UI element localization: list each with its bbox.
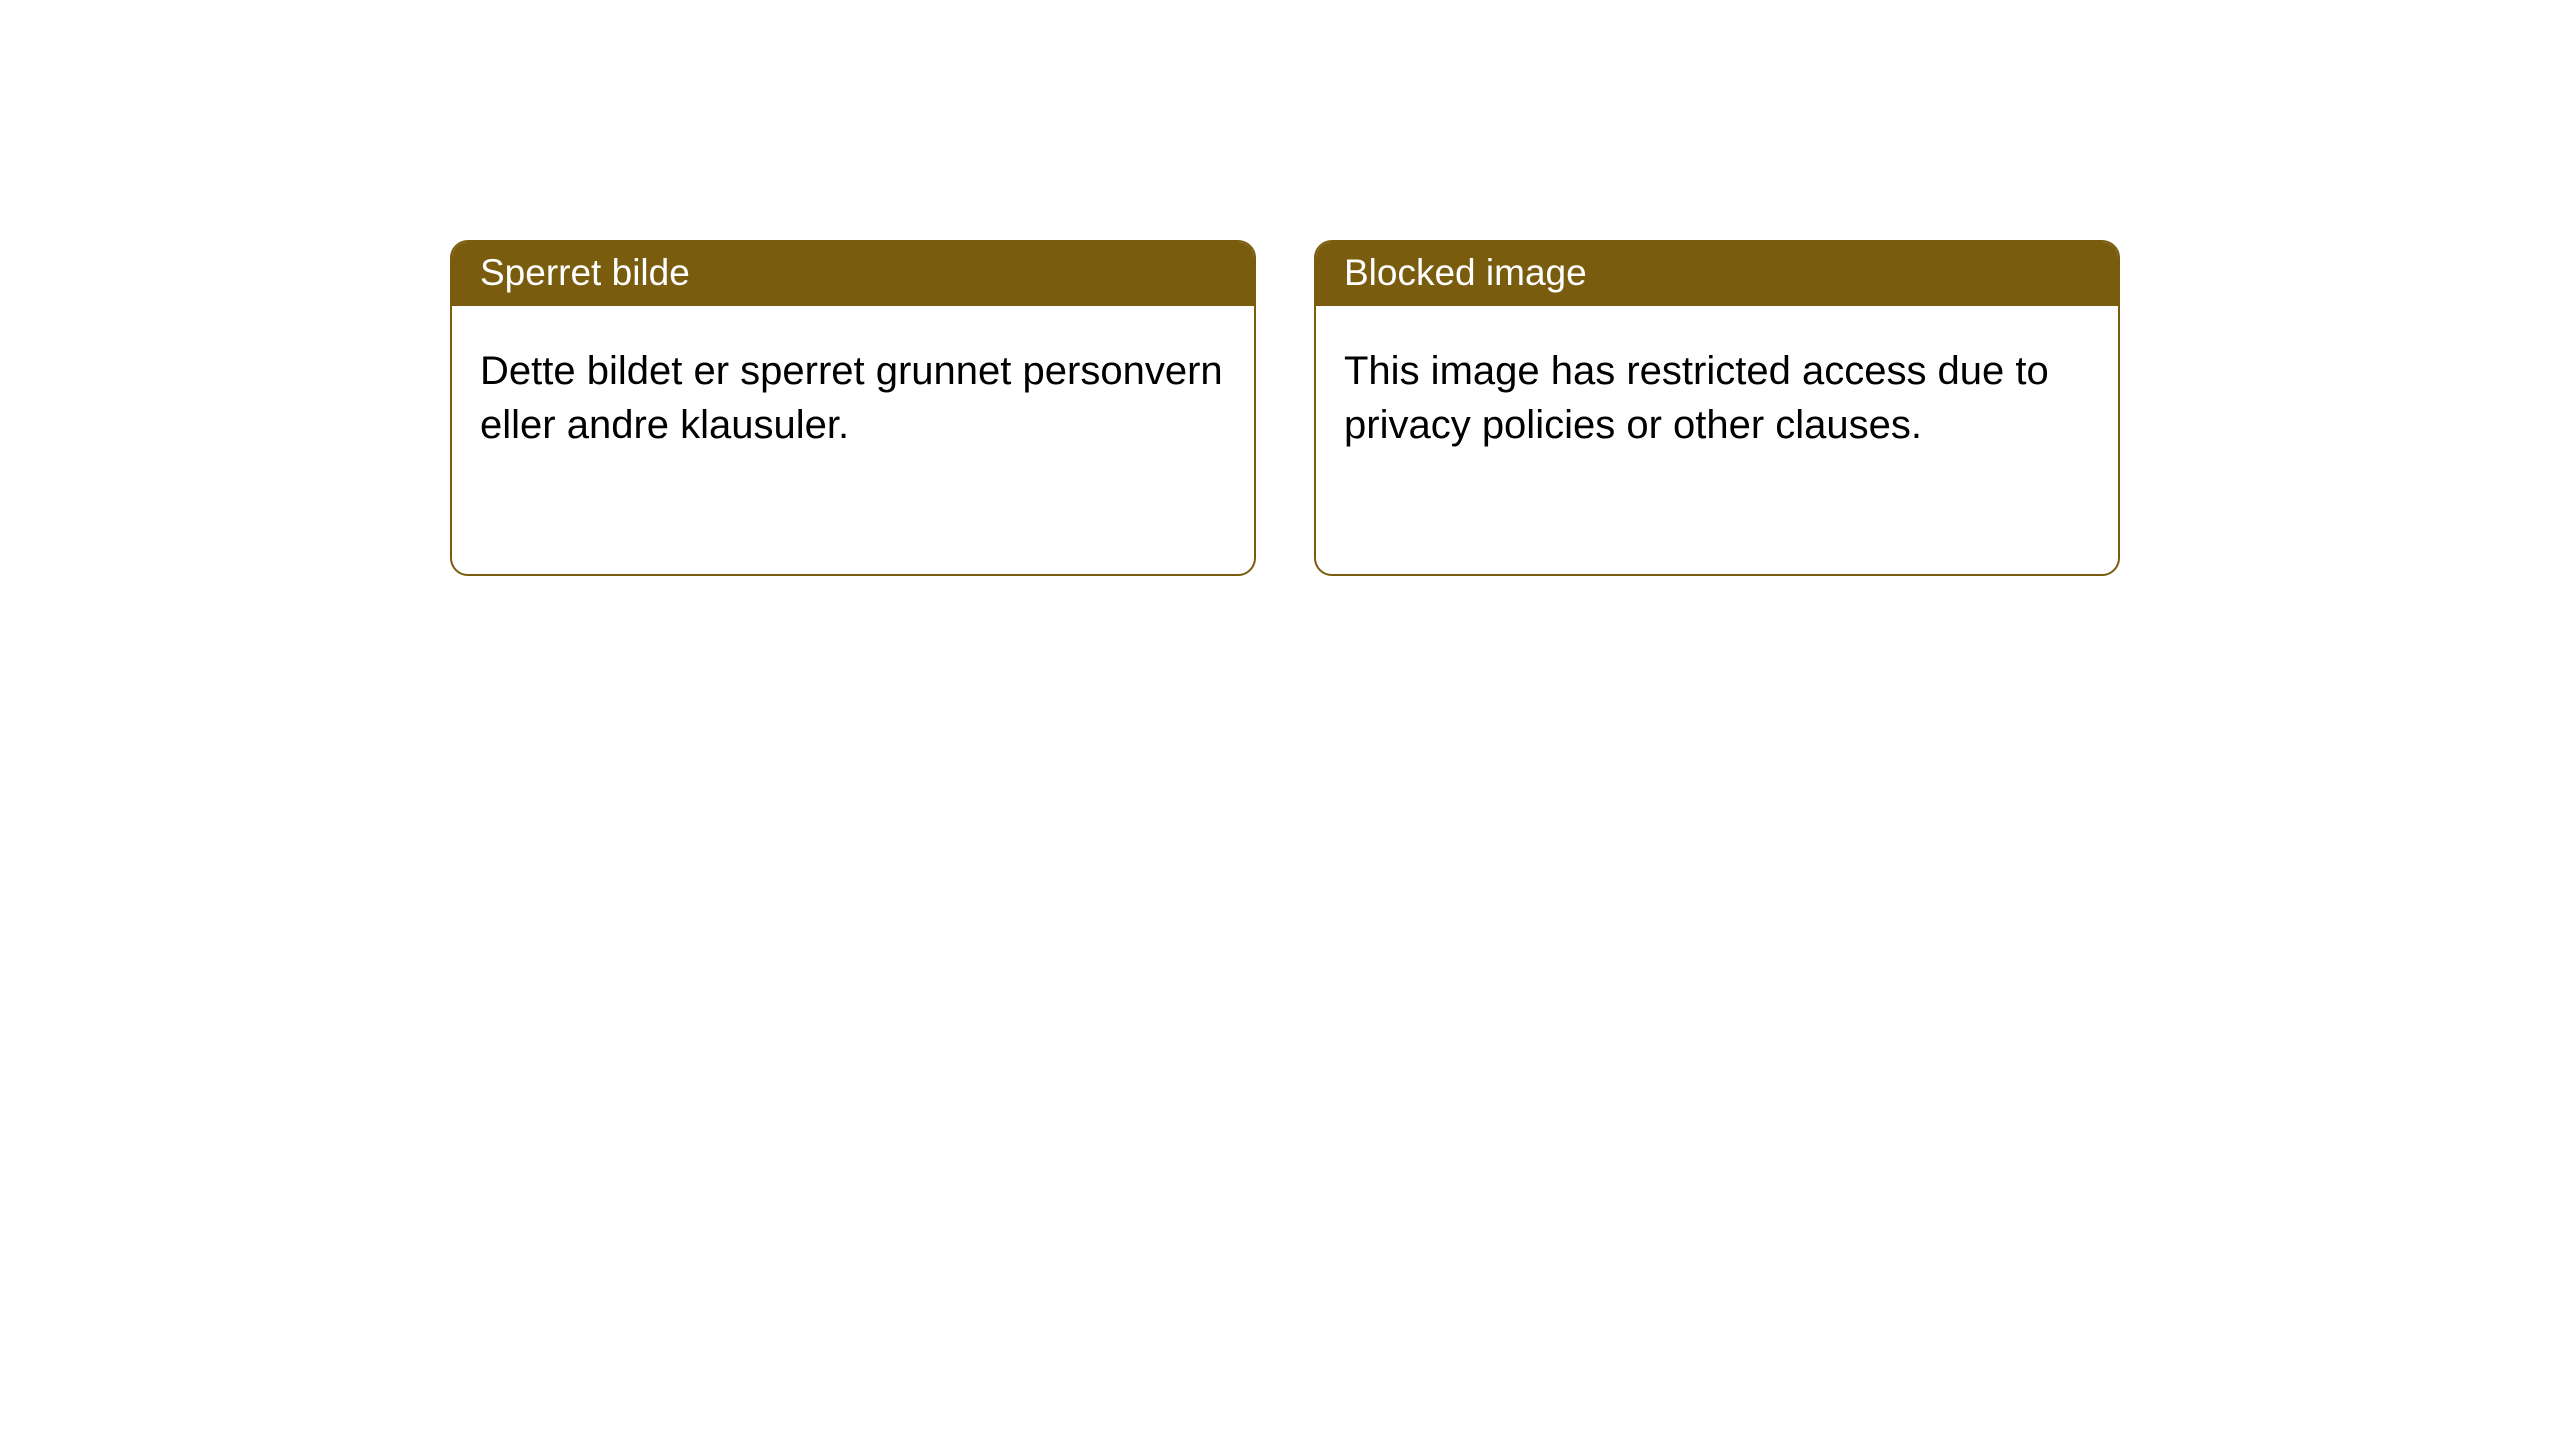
- notice-header-english: Blocked image: [1316, 242, 2118, 306]
- notice-body-norwegian: Dette bildet er sperret grunnet personve…: [452, 306, 1254, 480]
- notice-card-norwegian: Sperret bilde Dette bildet er sperret gr…: [450, 240, 1256, 576]
- notice-card-english: Blocked image This image has restricted …: [1314, 240, 2120, 576]
- notice-header-norwegian: Sperret bilde: [452, 242, 1254, 306]
- notice-body-english: This image has restricted access due to …: [1316, 306, 2118, 480]
- notice-container: Sperret bilde Dette bildet er sperret gr…: [0, 0, 2560, 576]
